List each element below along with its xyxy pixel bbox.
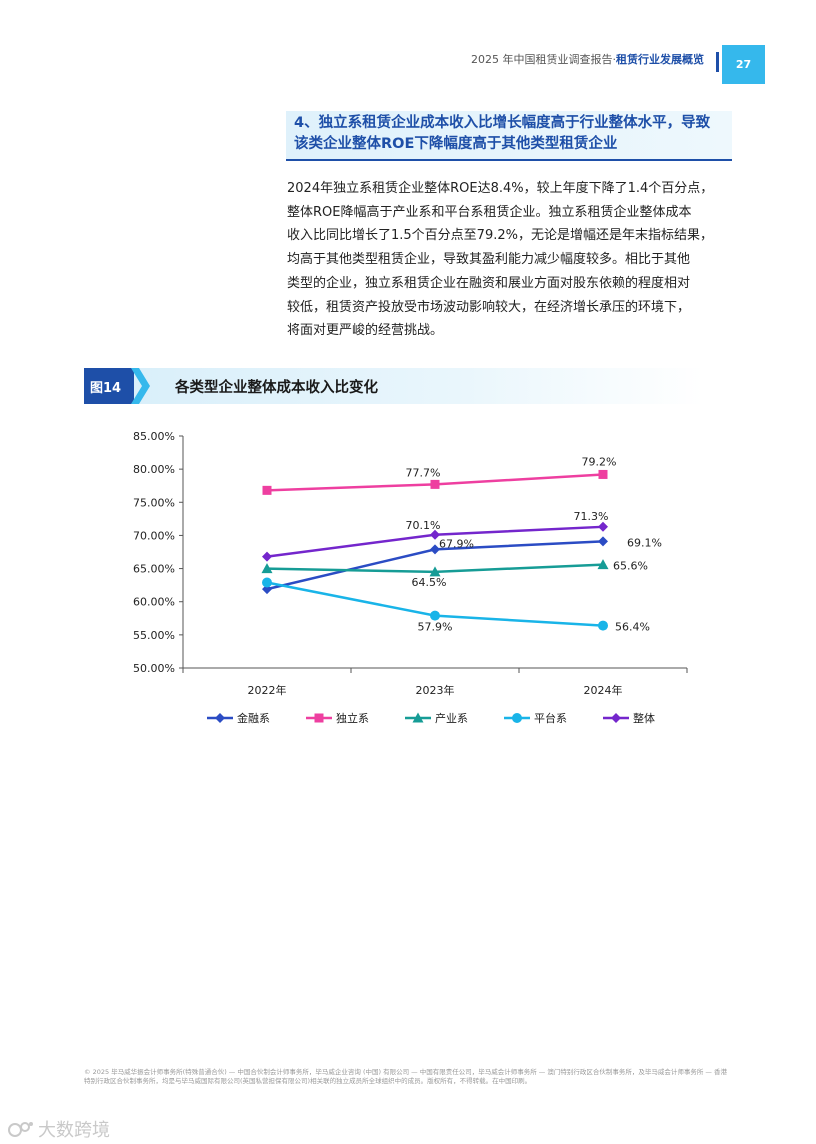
y-tick-label: 65.00%	[133, 563, 175, 576]
watermark-text: 大数跨境	[38, 1120, 110, 1141]
legend-marker	[215, 713, 225, 723]
copyright-footer: © 2025 毕马威华振会计师事务所(特殊普通合伙) — 中国合伙制会计师事务所…	[84, 1068, 727, 1085]
legend-item: 平台系	[504, 711, 567, 725]
y-tick-label: 60.00%	[133, 596, 175, 609]
legend-label: 金融系	[237, 711, 270, 725]
watermark-logo-icon	[8, 1122, 33, 1137]
data-point	[598, 620, 608, 631]
data-point	[430, 529, 440, 540]
series-4: 57.9% 56.4%	[262, 577, 650, 634]
running-header: 2025 年中国租赁业调查报告·租赁行业发展概览	[471, 51, 704, 67]
report-title: 2025 年中国租赁业调查报告·	[471, 53, 616, 66]
figure-title-band	[84, 368, 704, 404]
paragraph-line: 整体ROE降幅高于产业系和平台系租赁企业。独立系租赁企业整体成本	[287, 204, 692, 220]
data-label: 79.2%	[582, 455, 617, 468]
series-5: 70.1% 71.3%	[262, 510, 608, 562]
watermark: 大数跨境	[8, 1116, 110, 1142]
section-heading-line-2: 该类企业整体ROE下降幅度高于其他类型租赁企业	[294, 136, 618, 152]
data-point	[429, 566, 441, 577]
data-point	[598, 536, 608, 547]
data-point	[430, 544, 440, 555]
legend-item: 金融系	[207, 711, 270, 725]
paragraph-line: 类型的企业，独立系租赁企业在融资和展业方面对股东依赖的程度相对	[287, 275, 691, 291]
paragraph-line: 收入比同比增长了1.5个百分点至79.2%，无论是增幅还是年末指标结果，	[287, 228, 713, 244]
legend-item: 产业系	[405, 711, 468, 725]
y-tick-label: 70.00%	[133, 529, 175, 542]
cost-income-ratio-line-chart: 50.00% 55.00% 60.00% 65.00% 70.00% 75.00% 80.0…	[133, 430, 688, 725]
data-label: 56.4%	[615, 621, 650, 634]
header-divider	[716, 52, 719, 72]
legend-label: 平台系	[534, 711, 567, 725]
data-label: 70.1%	[406, 519, 441, 532]
y-tick-label: 80.00%	[133, 463, 175, 476]
data-point	[262, 577, 272, 588]
paragraph-line: 较低，租赁资产投放受市场波动影响较大，在经济增长承压的环境下，	[287, 299, 691, 315]
series-1: 67.9% 69.1%	[262, 536, 662, 595]
legend-marker	[412, 712, 424, 723]
data-label: 71.3%	[574, 510, 609, 523]
page-number: 27	[722, 45, 765, 84]
paragraph-line: 2024年独立系租赁企业整体ROE达8.4%，较上年度下降了1.4个百分点，	[287, 181, 714, 196]
y-tick-label: 85.00%	[133, 430, 175, 443]
x-tick-label: 2023年	[416, 683, 455, 697]
y-tick-label: 50.00%	[133, 662, 175, 675]
legend-label: 产业系	[435, 711, 468, 725]
data-label: 69.1%	[627, 536, 662, 549]
data-point	[598, 469, 608, 479]
y-tick-label: 55.00%	[133, 629, 175, 642]
section-heading: 4、独立系租赁企业成本收入比增长幅度高于行业整体水平，导致 该类企业整体ROE下…	[286, 111, 732, 161]
data-point	[430, 479, 440, 489]
data-label: 77.7%	[406, 466, 441, 479]
data-label: 64.5%	[412, 576, 447, 589]
data-label: 65.6%	[613, 560, 648, 573]
x-tick-label: 2024年	[584, 683, 623, 697]
x-tick-label: 2022年	[248, 683, 287, 697]
legend-label: 独立系	[336, 711, 369, 725]
data-point	[261, 563, 273, 574]
section-name: 租赁行业发展概览	[616, 53, 704, 66]
data-label: 57.9%	[418, 621, 453, 634]
figure-label: 图14	[84, 368, 134, 404]
legend-label: 整体	[633, 711, 655, 725]
data-point	[430, 610, 440, 621]
legend-item: 整体	[603, 711, 655, 725]
section-heading-line-1: 4、独立系租赁企业成本收入比增长幅度高于行业整体水平，导致	[294, 115, 711, 131]
body-paragraph: 2024年独立系租赁企业整体ROE达8.4%，较上年度下降了1.4个百分点， 整…	[287, 177, 749, 343]
legend-marker	[512, 713, 522, 723]
legend-marker	[314, 713, 324, 723]
data-label: 67.9%	[439, 537, 474, 550]
data-point	[262, 551, 272, 562]
data-point	[598, 521, 608, 532]
legend-marker	[611, 713, 621, 723]
paragraph-line: 将面对更严峻的经营挑战。	[287, 323, 444, 339]
chevron-right-icon	[131, 368, 150, 404]
data-point	[262, 485, 272, 495]
y-tick-label: 75.00%	[133, 496, 175, 509]
series-2: 77.7% 79.2%	[262, 455, 617, 495]
paragraph-line: 均高于其他类型租赁企业，导致其盈利能力减少幅度较多。相比于其他	[287, 252, 691, 268]
figure-title: 各类型企业整体成本收入比变化	[175, 380, 378, 396]
legend-item: 独立系	[306, 711, 369, 725]
series-3: 64.5% 65.6%	[261, 559, 648, 589]
data-point	[597, 559, 609, 570]
